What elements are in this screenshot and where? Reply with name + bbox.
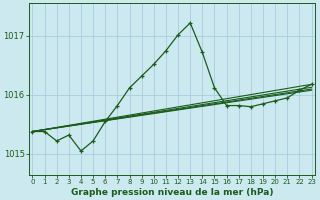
X-axis label: Graphe pression niveau de la mer (hPa): Graphe pression niveau de la mer (hPa) xyxy=(71,188,273,197)
